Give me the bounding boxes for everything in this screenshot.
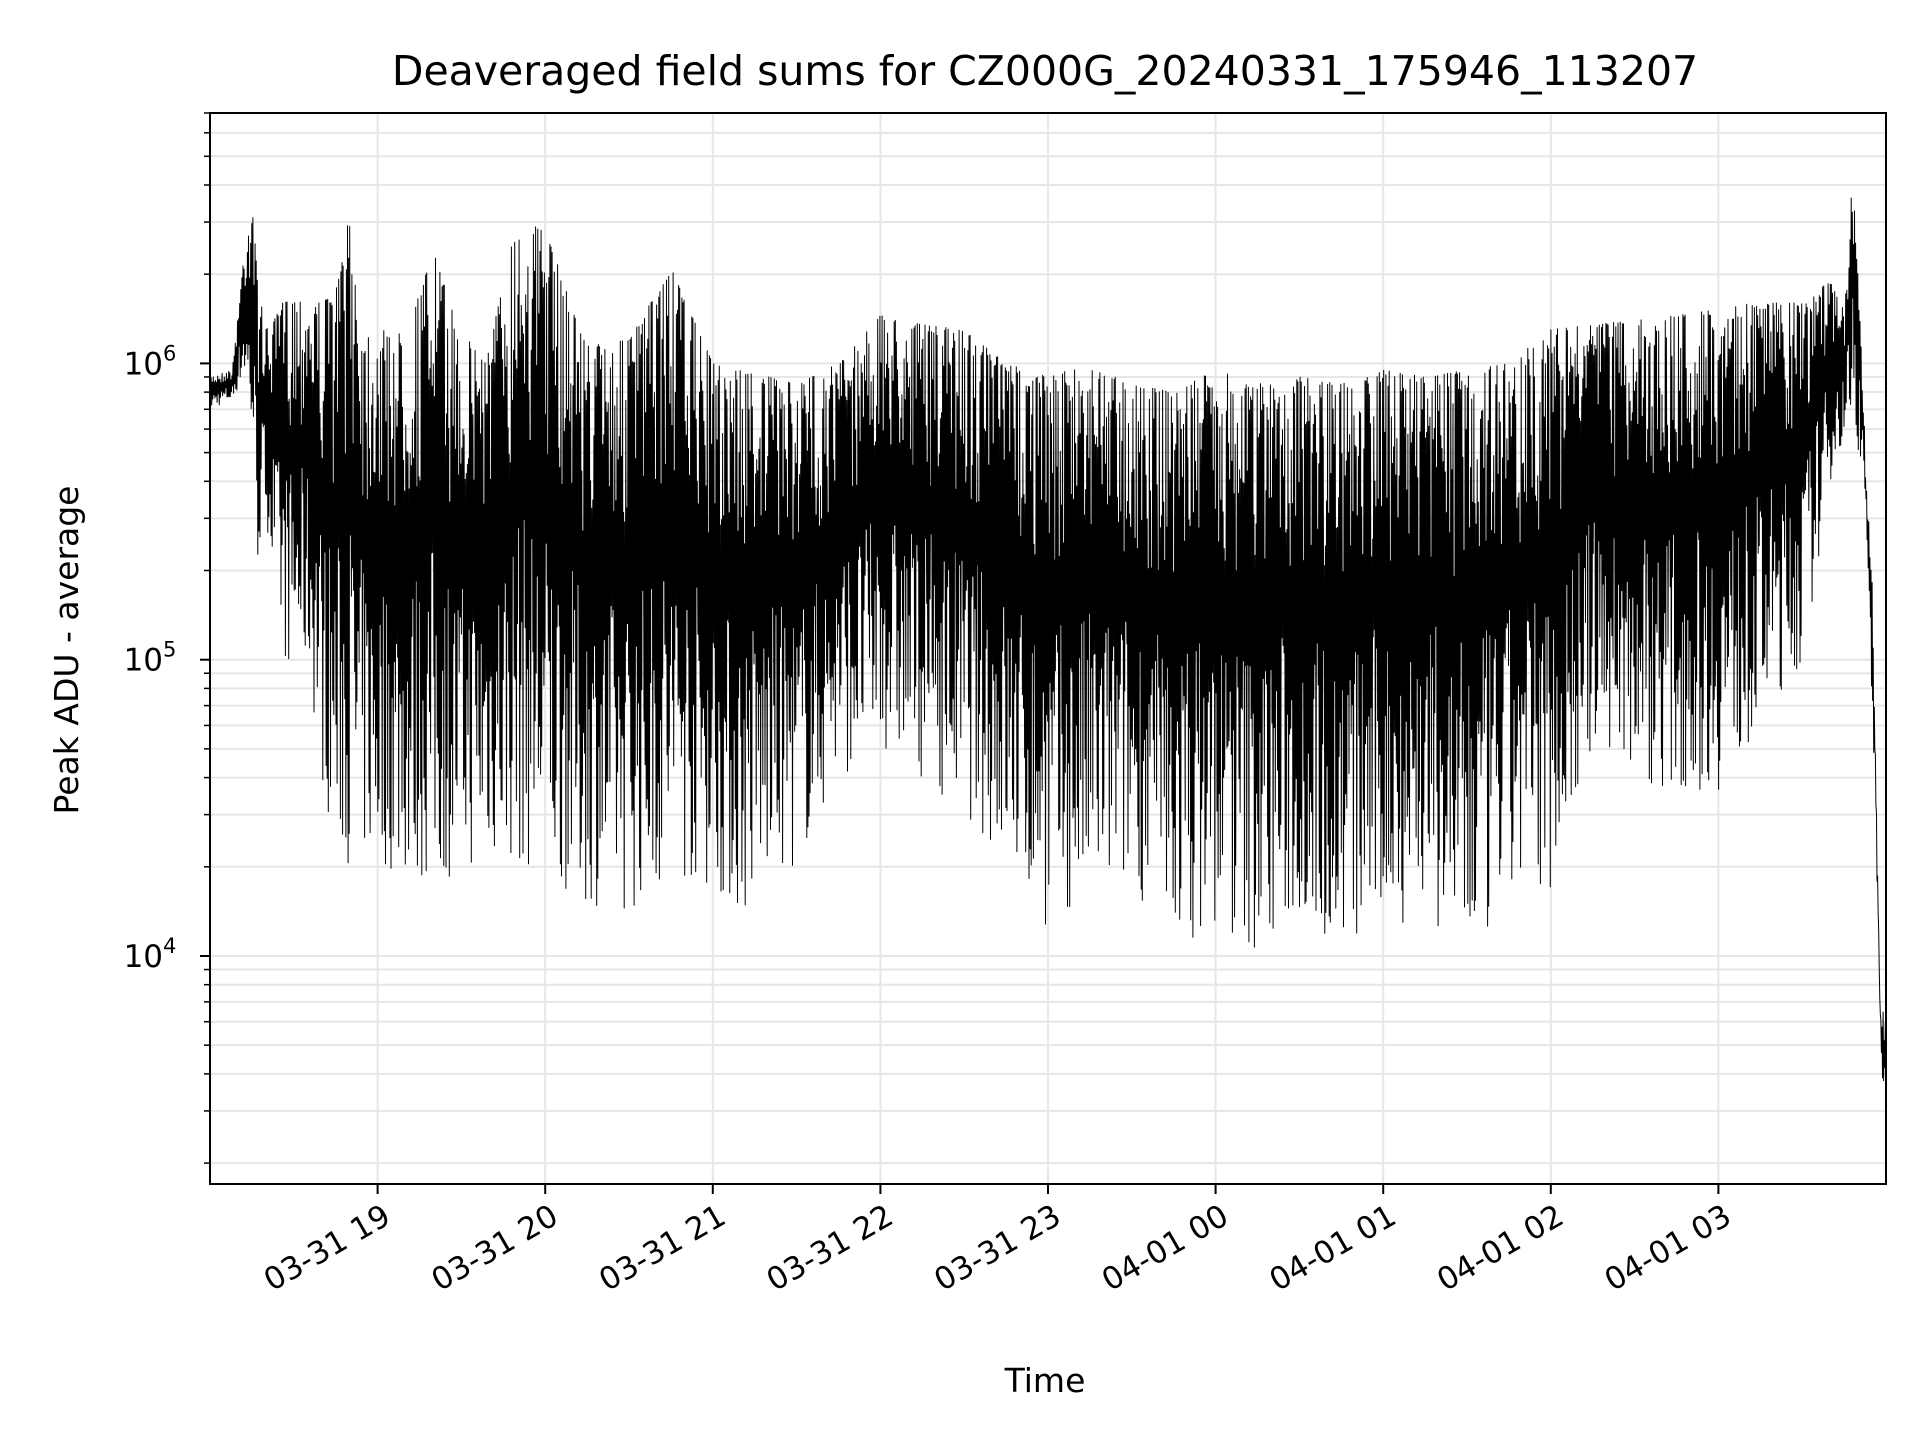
series-line (209, 197, 1887, 1120)
x-axis-label: Time (1004, 1361, 1086, 1400)
series-layer (209, 197, 1887, 1120)
y-axis-label: Peak ADU - average (47, 486, 86, 815)
y-axis: 104 105 106 (124, 112, 210, 1164)
y-tick-label: 106 (124, 341, 177, 382)
chart-title: Deaveraged field sums for CZ000G_2024033… (392, 47, 1698, 95)
y-tick-label: 105 (124, 638, 177, 679)
y-tick-label: 104 (124, 934, 177, 975)
